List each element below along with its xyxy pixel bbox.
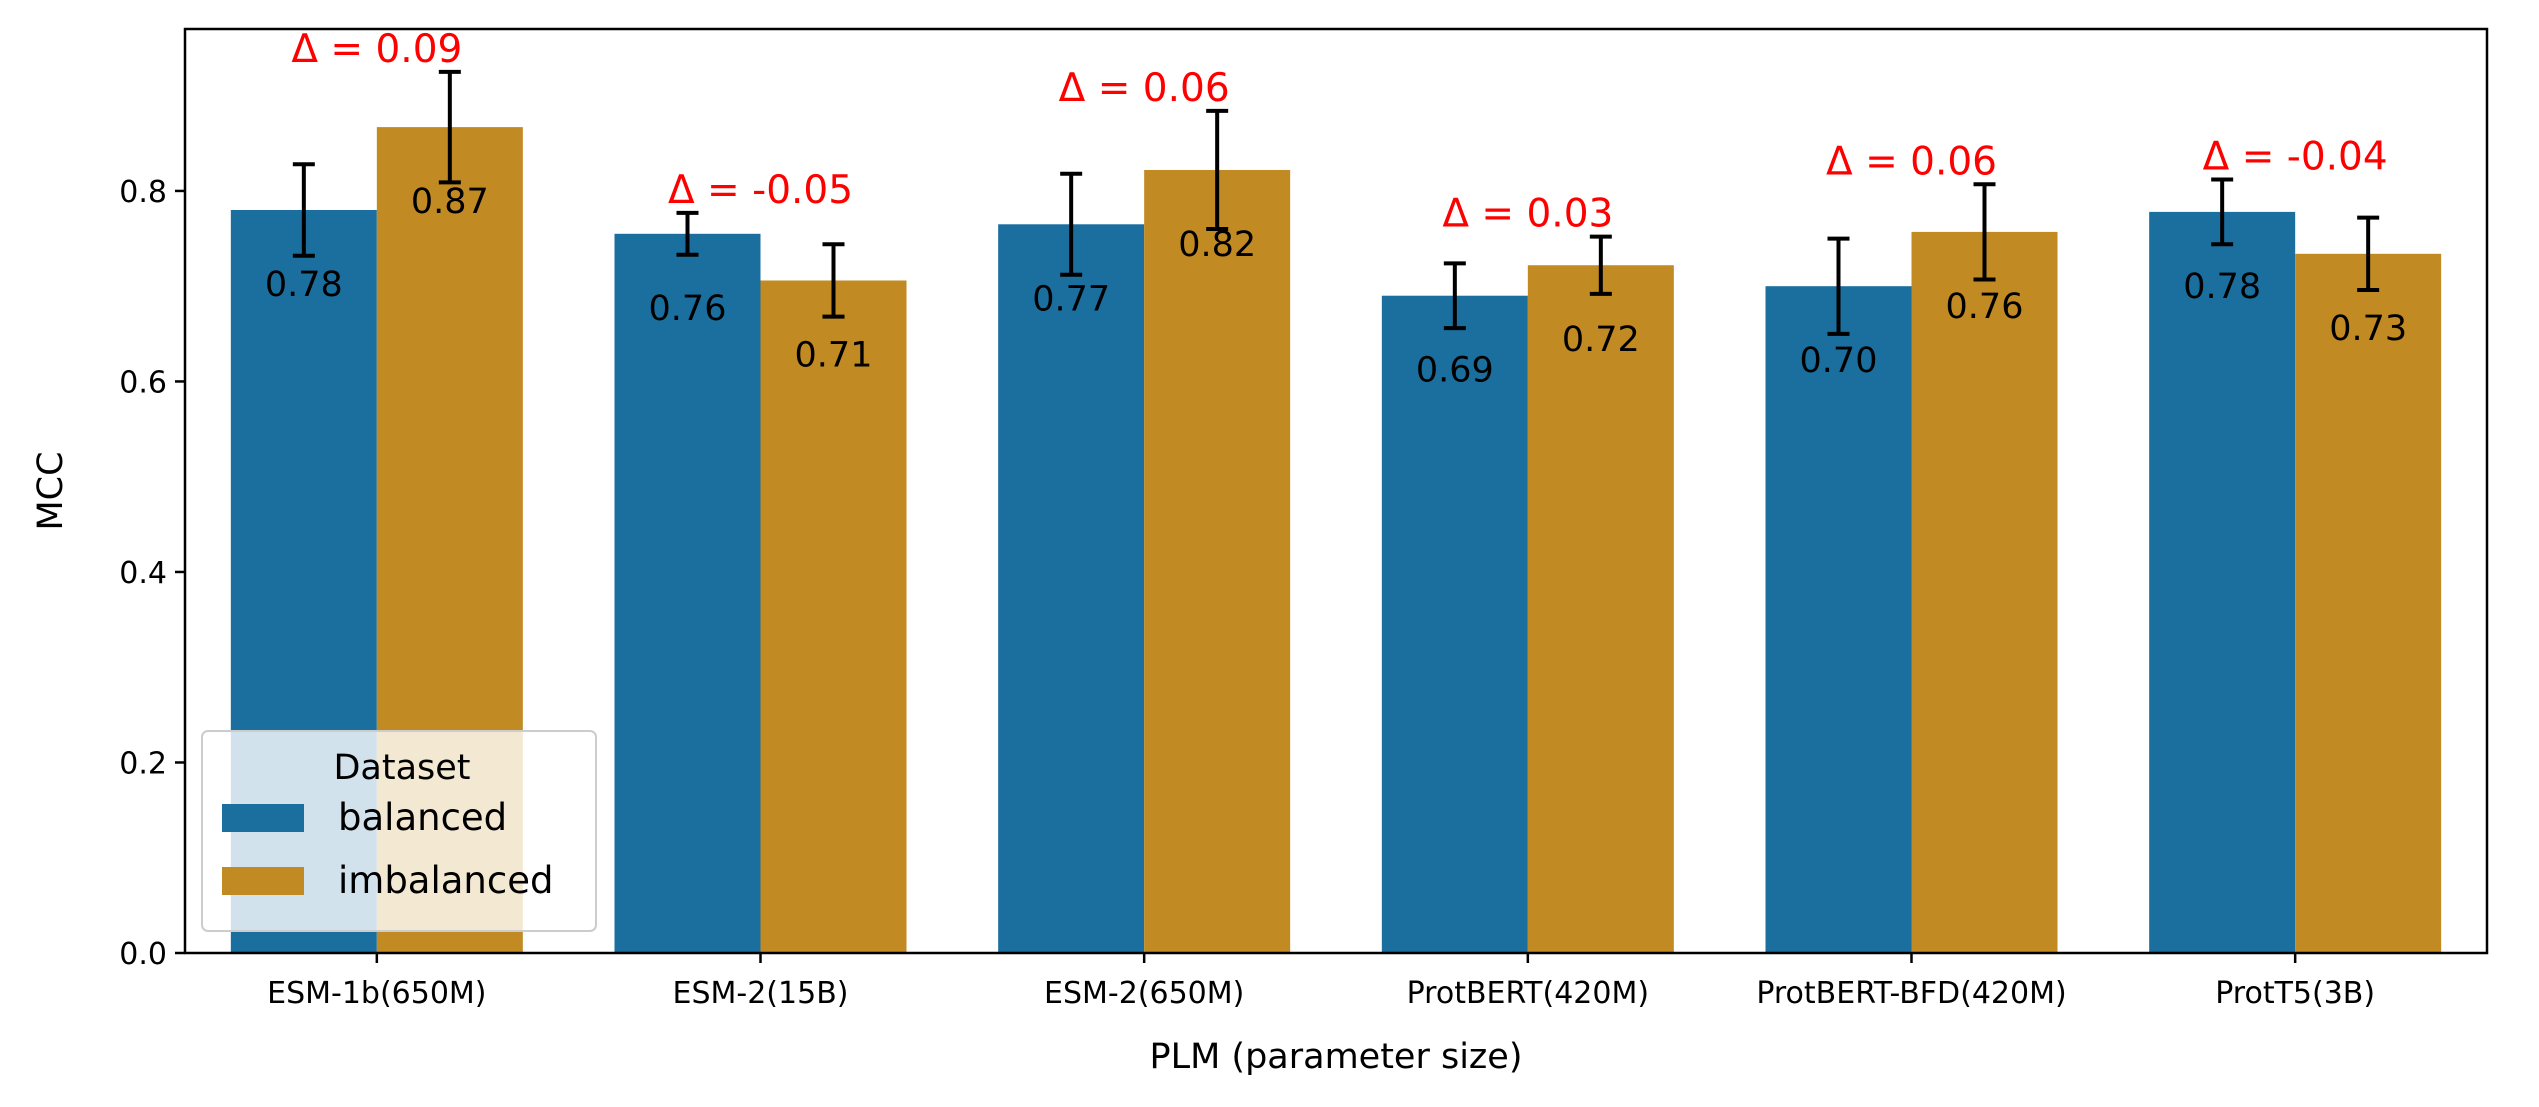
y-tick-label: 0.4 xyxy=(119,556,167,591)
delta-annotation-1: Δ = 0.09 xyxy=(291,27,462,72)
plot-frame xyxy=(183,27,2489,955)
error-bar-balanced-5 xyxy=(1827,236,1850,336)
x-tick-label: ProtBERT-BFD(420M) xyxy=(1756,976,2066,1011)
error-bar-imbalanced-3 xyxy=(1206,108,1229,232)
bar-balanced-6 xyxy=(2149,211,2296,954)
bar-balanced-4 xyxy=(1381,295,1528,953)
x-tick-label: ProtT5(3B) xyxy=(2215,976,2375,1011)
value-label-balanced-5: 0.70 xyxy=(1800,341,1878,381)
x-tick-label: ESM-2(650M) xyxy=(1044,976,1244,1011)
value-label-balanced-4: 0.69 xyxy=(1416,351,1494,391)
legend-swatch-balanced xyxy=(222,804,304,832)
legend-entries: balanced imbalanced xyxy=(222,796,553,902)
legend: Dataset balanced imbalanced xyxy=(201,730,597,932)
bar-balanced-2 xyxy=(614,233,761,953)
bars-layer xyxy=(230,127,2442,954)
y-tick-label: 0.0 xyxy=(119,937,167,972)
bar-imbalanced-4 xyxy=(1527,265,1674,954)
x-tick-label: ProtBERT(420M) xyxy=(1407,976,1649,1011)
error-bar-imbalanced-5 xyxy=(1973,182,1996,282)
error-bar-balanced-3 xyxy=(1060,171,1083,277)
y-tick-label: 0.6 xyxy=(119,365,167,400)
value-label-balanced-6: 0.78 xyxy=(2183,267,2261,307)
delta-annotation-5: Δ = 0.06 xyxy=(1826,139,1997,184)
y-tick-label: 0.8 xyxy=(119,175,167,210)
delta-annotation-2: Δ = -0.05 xyxy=(668,168,853,213)
error-bar-imbalanced-4 xyxy=(1589,234,1612,296)
value-label-imbalanced-6: 0.73 xyxy=(2329,309,2407,349)
value-label-balanced-2: 0.76 xyxy=(649,289,727,329)
value-label-imbalanced-5: 0.76 xyxy=(1946,287,2024,327)
legend-title: Dataset xyxy=(333,748,470,788)
bar-imbalanced-2 xyxy=(760,280,907,953)
delta-annotation-3: Δ = 0.06 xyxy=(1059,66,1230,111)
value-label-balanced-1: 0.78 xyxy=(265,265,343,305)
error-bars-layer xyxy=(292,69,2380,336)
bar-imbalanced-6 xyxy=(2295,253,2442,954)
legend-label-balanced: balanced xyxy=(338,796,507,839)
bar-imbalanced-3 xyxy=(1144,169,1291,953)
error-bar-balanced-4 xyxy=(1443,261,1466,331)
x-tick-label: ESM-1b(650M) xyxy=(267,976,486,1011)
y-axis-title: MCC xyxy=(31,451,71,530)
value-label-imbalanced-1: 0.87 xyxy=(411,182,489,222)
error-bar-balanced-6 xyxy=(2211,177,2234,247)
legend-swatch-imbalanced xyxy=(222,867,304,895)
delta-annotations-layer: Δ = 0.09 Δ = -0.05 Δ = 0.06 Δ = 0.03 Δ = 0.0… xyxy=(291,27,2387,237)
delta-annotation-6: Δ = -0.04 xyxy=(2203,135,2388,180)
value-label-imbalanced-4: 0.72 xyxy=(1562,320,1640,360)
error-bar-imbalanced-2 xyxy=(822,242,845,319)
x-tick-label: ESM-2(15B) xyxy=(673,976,849,1011)
value-label-imbalanced-2: 0.71 xyxy=(795,335,873,375)
error-bar-balanced-1 xyxy=(292,162,315,258)
delta-annotation-4: Δ = 0.03 xyxy=(1442,192,1613,237)
error-bar-imbalanced-6 xyxy=(2357,215,2380,293)
error-bar-imbalanced-1 xyxy=(438,69,461,185)
value-label-balanced-3: 0.77 xyxy=(1032,279,1110,319)
legend-label-imbalanced: imbalanced xyxy=(338,859,553,902)
value-labels-layer: 0.78 0.87 0.76 0.71 0.77 0.82 0.69 0.72 0.70 0.76… xyxy=(265,182,2407,391)
x-axis: ESM-1b(650M) ESM-2(15B) ESM-2(650M) ProtBER… xyxy=(267,953,2375,1011)
y-axis: 0.0 0.2 0.4 0.6 0.8 xyxy=(119,175,185,972)
value-label-imbalanced-3: 0.82 xyxy=(1178,225,1256,265)
y-tick-label: 0.2 xyxy=(119,746,167,781)
x-axis-title: PLM (parameter size) xyxy=(1149,1037,1522,1077)
bar-imbalanced-5 xyxy=(1911,231,2058,953)
bar-balanced-3 xyxy=(998,224,1145,954)
error-bar-balanced-2 xyxy=(676,210,699,257)
bar-balanced-5 xyxy=(1765,286,1912,953)
